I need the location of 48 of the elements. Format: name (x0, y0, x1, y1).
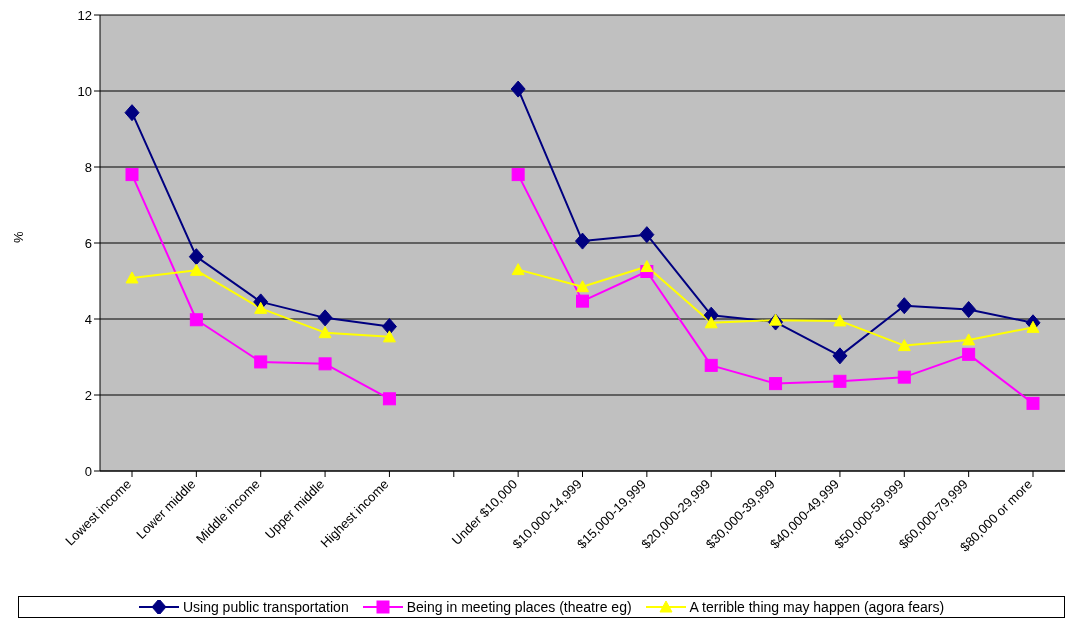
point (832, 347, 848, 365)
point (897, 339, 911, 352)
point (511, 168, 525, 182)
y-tick-label: 8 (84, 159, 92, 175)
point (576, 294, 589, 308)
point (704, 358, 718, 372)
y-axis-title: % (10, 231, 26, 243)
point (704, 316, 718, 329)
legend-label: A terrible thing may happen (agora fears) (689, 599, 945, 615)
y-tick-label: 2 (84, 387, 92, 403)
point (125, 271, 139, 284)
y-tick-label: 6 (84, 235, 92, 251)
point (576, 280, 589, 293)
y-tick-label: 12 (77, 7, 92, 23)
y-tick-label: 4 (84, 311, 92, 327)
point (511, 263, 525, 276)
point (962, 333, 976, 346)
legend-label: Using public transportation (182, 599, 349, 615)
point (1026, 320, 1040, 333)
point (962, 347, 976, 361)
point (896, 297, 912, 315)
point (639, 226, 655, 244)
point (189, 263, 203, 276)
point (189, 313, 203, 327)
point (381, 318, 397, 336)
point (382, 330, 396, 343)
legend-label: Being in meeting places (theatre eg) (406, 599, 632, 615)
point (254, 355, 268, 369)
point (318, 357, 332, 371)
point (640, 260, 654, 273)
y-tick-label: 10 (77, 83, 92, 99)
point (124, 104, 140, 122)
point (510, 80, 526, 98)
point (833, 374, 847, 388)
point (769, 377, 783, 391)
point (1026, 396, 1040, 410)
point (188, 248, 204, 266)
point (897, 370, 911, 384)
point (318, 326, 332, 339)
point (575, 232, 590, 250)
point (961, 301, 977, 318)
point (769, 313, 783, 326)
point (382, 392, 396, 406)
point (125, 168, 139, 182)
point (317, 309, 333, 327)
y-tick-label: 0 (84, 463, 92, 479)
point (254, 301, 268, 314)
point (833, 314, 847, 327)
